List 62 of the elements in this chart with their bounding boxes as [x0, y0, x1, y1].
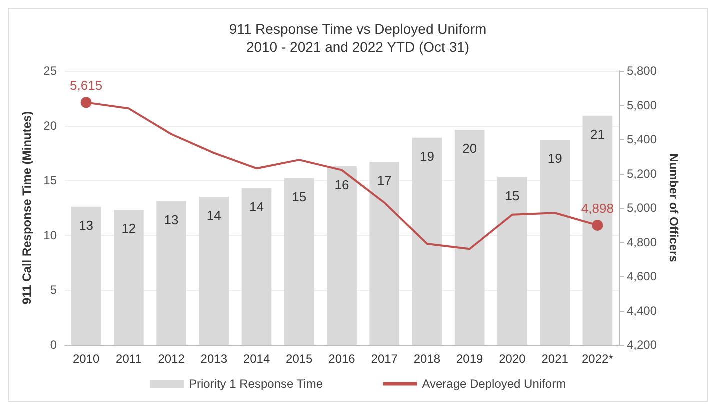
- y-tick-label: 20: [44, 118, 58, 133]
- x-tick-label: 2015: [286, 352, 314, 366]
- bar: [71, 206, 102, 345]
- x-tick-label: 2011: [116, 352, 142, 366]
- data-label: 21: [590, 126, 605, 142]
- x-tick-label: 2017: [371, 352, 398, 366]
- y2-tick-label: 4,400: [627, 304, 658, 318]
- chart-subtitle: 2010 - 2021 and 2022 YTD (Oct 31): [246, 39, 470, 55]
- chart-title: 911 Response Time vs Deployed Uniform: [229, 21, 487, 37]
- bar: [327, 166, 357, 345]
- data-label: 20: [462, 141, 478, 156]
- data-label: 12: [122, 221, 136, 236]
- bar: [540, 140, 570, 345]
- y2-axis-title: Number of Officers: [666, 154, 681, 263]
- data-label: 5,615: [70, 78, 103, 94]
- data-label: 14: [206, 208, 222, 224]
- x-tick-label: 2012: [158, 352, 186, 366]
- x-tick-label: 2013: [200, 352, 228, 366]
- data-label: 14: [250, 199, 264, 214]
- bar: [284, 178, 314, 345]
- data-label: 17: [377, 172, 392, 188]
- data-label: 19: [548, 151, 562, 166]
- y2-tick-label: 5,200: [627, 166, 658, 181]
- bar: [199, 197, 230, 345]
- data-label: 4,898: [581, 200, 614, 216]
- x-tick-label: 2016: [328, 352, 356, 366]
- x-tick-label: 2022*: [582, 352, 614, 366]
- bar: [156, 201, 186, 345]
- x-tick-label: 2019: [456, 352, 484, 366]
- x-tick-label: 2010: [72, 352, 100, 366]
- y2-tick-label: 4,200: [627, 338, 658, 352]
- y2-tick-label: 5,600: [627, 98, 658, 112]
- data-label: 19: [420, 148, 434, 164]
- bar: [370, 162, 400, 345]
- legend-label: Average Deployed Uniform: [422, 377, 566, 391]
- x-tick-label: 2021: [542, 352, 569, 366]
- x-tick-label: 2018: [414, 352, 441, 366]
- y2-tick-label: 5,400: [627, 132, 658, 146]
- y-tick-label: 25: [44, 64, 58, 78]
- y-tick-label: 0: [50, 338, 58, 352]
- bar: [242, 188, 272, 345]
- bar: [412, 138, 442, 345]
- x-tick-label: 2020: [499, 352, 526, 366]
- y2-tick-label: 4,600: [627, 270, 658, 284]
- bar: [582, 116, 613, 345]
- bar: [454, 130, 485, 345]
- data-label: 13: [79, 218, 94, 233]
- data-label: 15: [505, 188, 520, 204]
- bar: [114, 210, 144, 345]
- data-label: 13: [164, 212, 179, 228]
- data-label: 15: [292, 189, 307, 204]
- y2-tick-label: 5,000: [627, 201, 658, 215]
- y-tick-label: 5: [50, 283, 58, 298]
- y-axis-title: 911 Call Response Time (Minutes): [20, 111, 34, 305]
- x-tick-label: 2014: [243, 352, 270, 366]
- legend-label: Priority 1 Response Time: [188, 377, 324, 391]
- data-label: 16: [334, 177, 350, 192]
- y2-tick-label: 4,800: [627, 235, 658, 250]
- bar: [498, 177, 528, 345]
- y2-tick-label: 5,800: [627, 64, 658, 78]
- y-tick-label: 15: [44, 174, 58, 188]
- y-tick-label: 10: [44, 228, 58, 242]
